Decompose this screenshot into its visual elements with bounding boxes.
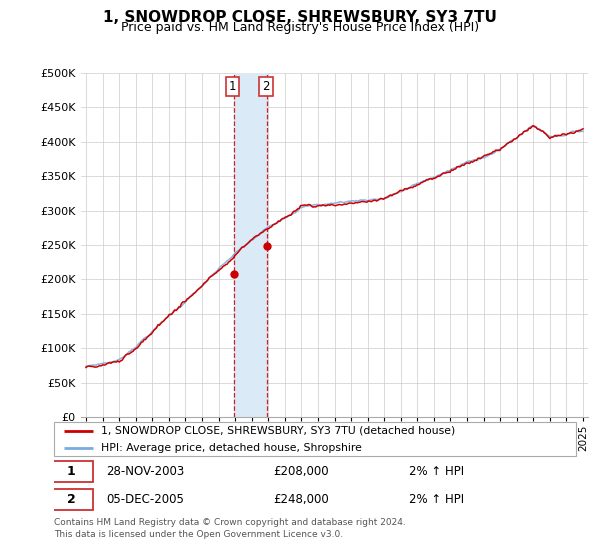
Text: 2% ↑ HPI: 2% ↑ HPI bbox=[409, 493, 464, 506]
Text: 2: 2 bbox=[262, 80, 270, 93]
Text: 1: 1 bbox=[229, 80, 236, 93]
FancyBboxPatch shape bbox=[49, 489, 93, 510]
Text: 05-DEC-2005: 05-DEC-2005 bbox=[106, 493, 184, 506]
Bar bbox=[233, 73, 267, 417]
Text: 2% ↑ HPI: 2% ↑ HPI bbox=[409, 465, 464, 478]
FancyBboxPatch shape bbox=[49, 461, 93, 482]
Text: HPI: Average price, detached house, Shropshire: HPI: Average price, detached house, Shro… bbox=[101, 443, 362, 453]
Text: 1, SNOWDROP CLOSE, SHREWSBURY, SY3 7TU (detached house): 1, SNOWDROP CLOSE, SHREWSBURY, SY3 7TU (… bbox=[101, 426, 455, 436]
FancyBboxPatch shape bbox=[54, 422, 576, 456]
Text: £208,000: £208,000 bbox=[273, 465, 329, 478]
Text: £248,000: £248,000 bbox=[273, 493, 329, 506]
Text: Contains HM Land Registry data © Crown copyright and database right 2024.
This d: Contains HM Land Registry data © Crown c… bbox=[54, 518, 406, 539]
Text: Price paid vs. HM Land Registry's House Price Index (HPI): Price paid vs. HM Land Registry's House … bbox=[121, 21, 479, 34]
Text: 2: 2 bbox=[67, 493, 76, 506]
Text: 28-NOV-2003: 28-NOV-2003 bbox=[106, 465, 184, 478]
Text: 1: 1 bbox=[67, 465, 76, 478]
Text: 1, SNOWDROP CLOSE, SHREWSBURY, SY3 7TU: 1, SNOWDROP CLOSE, SHREWSBURY, SY3 7TU bbox=[103, 10, 497, 25]
